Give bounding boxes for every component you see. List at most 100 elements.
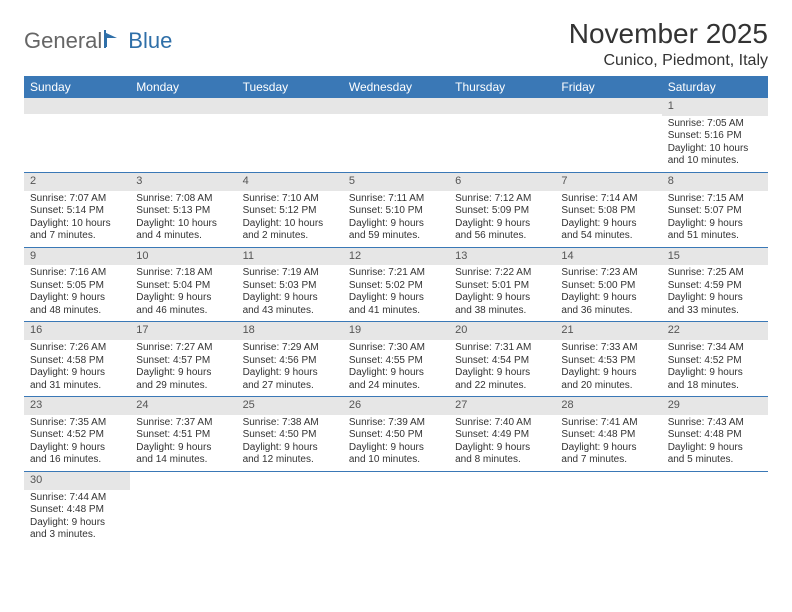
day-number: 3 — [130, 173, 236, 191]
day-line: Daylight: 9 hours and 10 minutes. — [349, 442, 443, 467]
calendar-cell: 30Sunrise: 7:44 AMSunset: 4:48 PMDayligh… — [24, 471, 130, 545]
day-line: Sunrise: 7:14 AM — [561, 193, 655, 206]
day-line: Sunrise: 7:22 AM — [455, 267, 549, 280]
day-number — [237, 98, 343, 114]
day-line: Sunset: 5:12 PM — [243, 205, 337, 218]
day-number — [449, 472, 555, 488]
day-line: Sunset: 5:08 PM — [561, 205, 655, 218]
flag-icon — [104, 28, 126, 54]
day-line: Sunrise: 7:05 AM — [668, 118, 762, 131]
day-number: 16 — [24, 322, 130, 340]
calendar-cell: 16 Sunrise: 7:26 AMSunset: 4:58 PMDayligh… — [24, 322, 130, 397]
calendar-cell: 3Sunrise: 7:08 AMSunset: 5:13 PMDaylight… — [130, 172, 236, 247]
day-number: 25 — [237, 397, 343, 415]
calendar-cell: 26Sunrise: 7:39 AMSunset: 4:50 PMDayligh… — [343, 397, 449, 472]
day-header: Monday — [130, 76, 236, 98]
calendar-cell: 14Sunrise: 7:23 AMSunset: 5:00 PMDayligh… — [555, 247, 661, 322]
calendar-cell: 4Sunrise: 7:10 AMSunset: 5:12 PMDaylight… — [237, 172, 343, 247]
day-line: Daylight: 9 hours and 27 minutes. — [243, 367, 337, 392]
day-line: Sunrise: 7:11 AM — [349, 193, 443, 206]
day-body: Sunrise: 7:38 AMSunset: 4:50 PMDaylight:… — [237, 415, 343, 471]
day-body: Sunrise: 7:21 AMSunset: 5:02 PMDaylight:… — [343, 265, 449, 321]
day-line: Sunset: 4:56 PM — [243, 355, 337, 368]
day-number — [237, 472, 343, 488]
calendar-cell: 27Sunrise: 7:40 AMSunset: 4:49 PMDayligh… — [449, 397, 555, 472]
day-line: Sunrise: 7:23 AM — [561, 267, 655, 280]
calendar-week: 1Sunrise: 7:05 AMSunset: 5:16 PMDaylight… — [24, 98, 768, 172]
day-line: Sunset: 4:58 PM — [30, 355, 124, 368]
calendar-body: 1Sunrise: 7:05 AMSunset: 5:16 PMDaylight… — [24, 98, 768, 546]
day-line: Sunrise: 7:25 AM — [668, 267, 762, 280]
day-line: Sunset: 4:54 PM — [455, 355, 549, 368]
calendar-cell: 28Sunrise: 7:41 AMSunset: 4:48 PMDayligh… — [555, 397, 661, 472]
day-line: Sunset: 5:00 PM — [561, 280, 655, 293]
calendar-cell — [555, 471, 661, 545]
calendar-cell: 21Sunrise: 7:33 AMSunset: 4:53 PMDayligh… — [555, 322, 661, 397]
calendar-cell — [237, 471, 343, 545]
day-body: Sunrise: 7:39 AMSunset: 4:50 PMDaylight:… — [343, 415, 449, 471]
day-number: 2 — [24, 173, 130, 191]
day-line: Sunrise: 7:19 AM — [243, 267, 337, 280]
calendar-cell: 5Sunrise: 7:11 AMSunset: 5:10 PMDaylight… — [343, 172, 449, 247]
day-line: Daylight: 9 hours and 38 minutes. — [455, 292, 549, 317]
day-line: Daylight: 9 hours and 41 minutes. — [349, 292, 443, 317]
day-header-row: SundayMondayTuesdayWednesdayThursdayFrid… — [24, 76, 768, 98]
calendar-cell: 10Sunrise: 7:18 AMSunset: 5:04 PMDayligh… — [130, 247, 236, 322]
day-body: Sunrise: 7:33 AMSunset: 4:53 PMDaylight:… — [555, 340, 661, 396]
day-line: Sunset: 5:10 PM — [349, 205, 443, 218]
day-number: 22 — [662, 322, 768, 340]
calendar-cell — [662, 471, 768, 545]
day-line: Daylight: 10 hours and 7 minutes. — [30, 218, 124, 243]
day-line: Daylight: 9 hours and 36 minutes. — [561, 292, 655, 317]
day-number: 9 — [24, 248, 130, 266]
day-line: Sunset: 5:13 PM — [136, 205, 230, 218]
day-number: 24 — [130, 397, 236, 415]
day-line: Daylight: 9 hours and 8 minutes. — [455, 442, 549, 467]
calendar-cell: 8Sunrise: 7:15 AMSunset: 5:07 PMDaylight… — [662, 172, 768, 247]
day-line: Daylight: 9 hours and 16 minutes. — [30, 442, 124, 467]
day-body: Sunrise: 7:25 AMSunset: 4:59 PMDaylight:… — [662, 265, 768, 321]
day-body: Sunrise: 7:05 AMSunset: 5:16 PMDaylight:… — [662, 116, 768, 172]
day-number — [555, 472, 661, 488]
day-line: Daylight: 9 hours and 7 minutes. — [561, 442, 655, 467]
day-line: Daylight: 9 hours and 33 minutes. — [668, 292, 762, 317]
day-line: Sunrise: 7:44 AM — [30, 492, 124, 505]
day-body: Sunrise: 7:18 AMSunset: 5:04 PMDaylight:… — [130, 265, 236, 321]
day-line: Daylight: 9 hours and 3 minutes. — [30, 517, 124, 542]
calendar-week: 9Sunrise: 7:16 AMSunset: 5:05 PMDaylight… — [24, 247, 768, 322]
day-line: Sunrise: 7:26 AM — [30, 342, 124, 355]
day-line: Daylight: 9 hours and 24 minutes. — [349, 367, 443, 392]
day-line: Daylight: 9 hours and 31 minutes. — [30, 367, 124, 392]
day-line: Sunrise: 7:33 AM — [561, 342, 655, 355]
day-line: Sunrise: 7:29 AM — [243, 342, 337, 355]
day-line: Daylight: 9 hours and 29 minutes. — [136, 367, 230, 392]
calendar-cell: 15Sunrise: 7:25 AMSunset: 4:59 PMDayligh… — [662, 247, 768, 322]
calendar-week: 2Sunrise: 7:07 AMSunset: 5:14 PMDaylight… — [24, 172, 768, 247]
day-line: Sunrise: 7:30 AM — [349, 342, 443, 355]
day-line: Daylight: 9 hours and 54 minutes. — [561, 218, 655, 243]
day-body: Sunrise: 7:23 AMSunset: 5:00 PMDaylight:… — [555, 265, 661, 321]
day-line: Daylight: 10 hours and 4 minutes. — [136, 218, 230, 243]
day-line: Sunset: 4:50 PM — [349, 429, 443, 442]
calendar-week: 23Sunrise: 7:35 AMSunset: 4:52 PMDayligh… — [24, 397, 768, 472]
day-line: Sunrise: 7:37 AM — [136, 417, 230, 430]
day-line: Sunset: 4:57 PM — [136, 355, 230, 368]
day-number: 27 — [449, 397, 555, 415]
day-number: 20 — [449, 322, 555, 340]
calendar-cell — [237, 98, 343, 172]
day-line: Sunrise: 7:35 AM — [30, 417, 124, 430]
day-body: Sunrise: 7:31 AMSunset: 4:54 PMDaylight:… — [449, 340, 555, 396]
day-number — [343, 98, 449, 114]
calendar-cell: 7Sunrise: 7:14 AMSunset: 5:08 PMDaylight… — [555, 172, 661, 247]
day-line: Sunset: 5:02 PM — [349, 280, 443, 293]
day-line: Sunrise: 7:38 AM — [243, 417, 337, 430]
calendar-week: 30Sunrise: 7:44 AMSunset: 4:48 PMDayligh… — [24, 471, 768, 545]
day-line: Sunset: 4:55 PM — [349, 355, 443, 368]
calendar-cell: 24Sunrise: 7:37 AMSunset: 4:51 PMDayligh… — [130, 397, 236, 472]
day-number — [343, 472, 449, 488]
day-number — [130, 98, 236, 114]
day-line: Sunset: 4:51 PM — [136, 429, 230, 442]
day-line: Sunset: 4:50 PM — [243, 429, 337, 442]
day-line: Sunrise: 7:16 AM — [30, 267, 124, 280]
day-body: Sunrise: 7:08 AMSunset: 5:13 PMDaylight:… — [130, 191, 236, 247]
